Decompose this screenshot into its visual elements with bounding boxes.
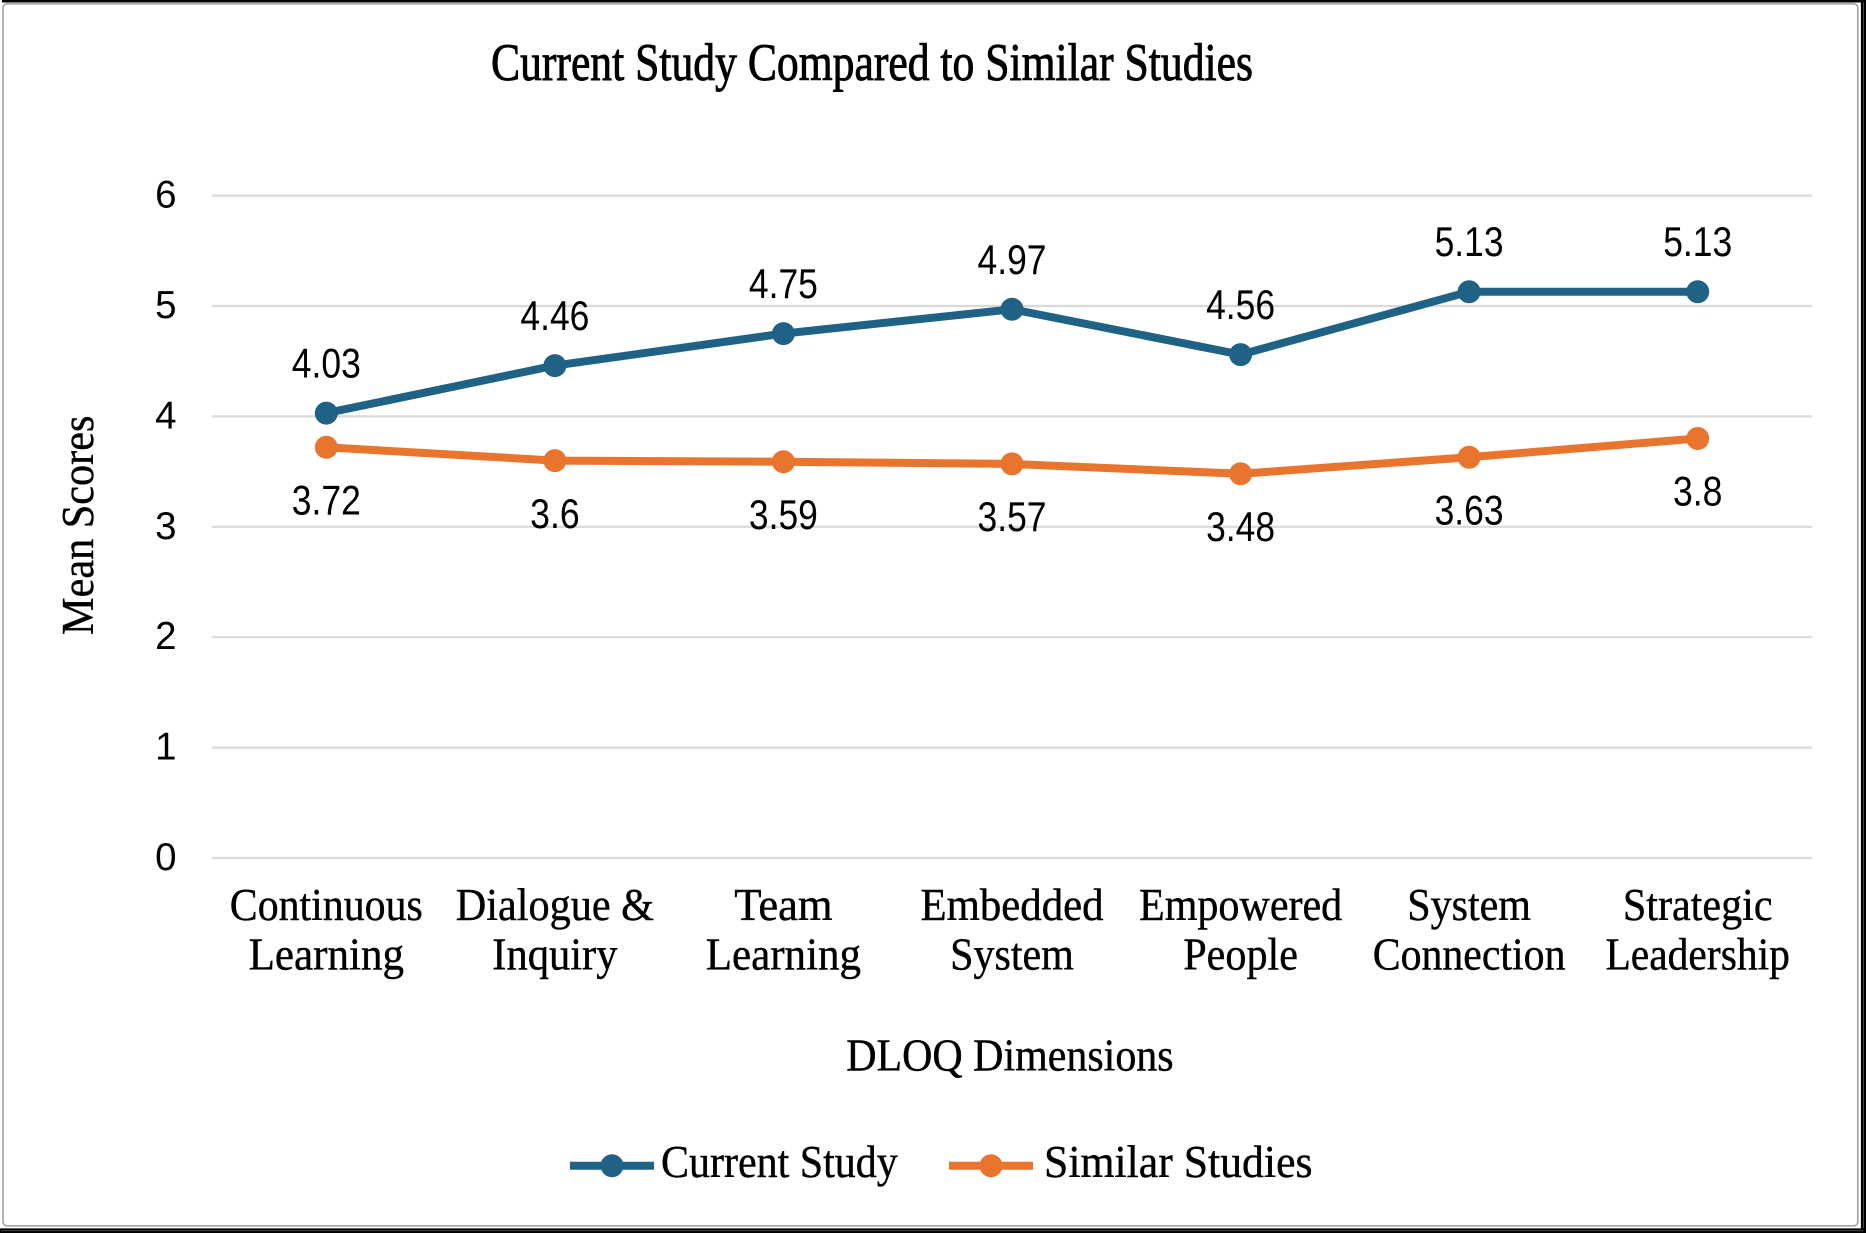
svg-text:Current Study: Current Study bbox=[661, 1137, 898, 1187]
svg-text:4.97: 4.97 bbox=[978, 236, 1047, 283]
svg-text:4: 4 bbox=[155, 394, 176, 437]
svg-text:Strategic: Strategic bbox=[1623, 880, 1773, 930]
svg-text:3.72: 3.72 bbox=[292, 477, 361, 524]
svg-text:5.13: 5.13 bbox=[1663, 218, 1732, 265]
svg-text:3.57: 3.57 bbox=[978, 493, 1047, 540]
svg-text:Learning: Learning bbox=[706, 930, 861, 980]
svg-text:3: 3 bbox=[155, 505, 176, 548]
svg-text:3.48: 3.48 bbox=[1206, 503, 1275, 550]
svg-text:Mean Scores: Mean Scores bbox=[53, 416, 103, 635]
svg-text:0: 0 bbox=[155, 836, 176, 879]
svg-text:3.63: 3.63 bbox=[1435, 486, 1504, 533]
svg-text:4.46: 4.46 bbox=[520, 292, 589, 339]
svg-text:Similar Studies: Similar Studies bbox=[1044, 1137, 1313, 1187]
svg-text:4.03: 4.03 bbox=[292, 340, 361, 387]
svg-text:Continuous: Continuous bbox=[230, 880, 423, 930]
svg-text:Connection: Connection bbox=[1373, 930, 1566, 980]
svg-text:System: System bbox=[950, 930, 1074, 980]
svg-text:6: 6 bbox=[155, 174, 176, 217]
svg-text:1: 1 bbox=[155, 726, 176, 769]
svg-text:Inquiry: Inquiry bbox=[492, 930, 618, 980]
svg-text:System: System bbox=[1407, 880, 1531, 930]
svg-text:Team: Team bbox=[734, 880, 832, 930]
svg-text:3.59: 3.59 bbox=[749, 491, 818, 538]
svg-text:Empowered: Empowered bbox=[1139, 880, 1342, 930]
svg-text:5: 5 bbox=[155, 284, 176, 327]
svg-text:Embedded: Embedded bbox=[920, 880, 1103, 930]
svg-text:Dialogue &: Dialogue & bbox=[456, 880, 654, 930]
svg-text:4.56: 4.56 bbox=[1206, 281, 1275, 328]
svg-text:5.13: 5.13 bbox=[1435, 218, 1504, 265]
svg-text:Leadership: Leadership bbox=[1605, 930, 1790, 980]
svg-text:3.8: 3.8 bbox=[1673, 468, 1723, 515]
svg-text:3.6: 3.6 bbox=[530, 490, 580, 537]
svg-text:Learning: Learning bbox=[249, 930, 404, 980]
svg-text:DLOQ Dimensions: DLOQ Dimensions bbox=[846, 1031, 1173, 1081]
svg-text:Current Study Compared to Simi: Current Study Compared to Similar Studie… bbox=[491, 34, 1253, 92]
svg-text:2: 2 bbox=[155, 615, 176, 658]
svg-text:4.75: 4.75 bbox=[749, 260, 818, 307]
svg-text:People: People bbox=[1183, 930, 1298, 980]
